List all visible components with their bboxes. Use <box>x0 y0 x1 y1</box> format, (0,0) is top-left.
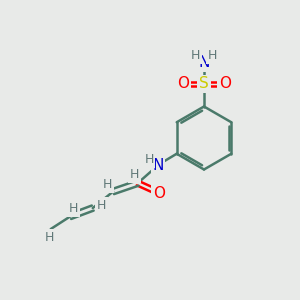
Text: N: N <box>152 158 164 173</box>
Text: H: H <box>144 153 154 166</box>
Text: O: O <box>153 186 165 202</box>
Text: H: H <box>208 49 217 62</box>
Text: H: H <box>130 168 140 181</box>
Text: H: H <box>68 202 78 215</box>
Text: O: O <box>177 76 189 92</box>
Text: H: H <box>103 178 112 191</box>
Text: O: O <box>219 76 231 92</box>
Text: S: S <box>199 76 209 92</box>
Text: N: N <box>198 55 210 70</box>
Text: H: H <box>191 49 200 62</box>
Text: H: H <box>97 199 106 212</box>
Text: H: H <box>44 231 54 244</box>
